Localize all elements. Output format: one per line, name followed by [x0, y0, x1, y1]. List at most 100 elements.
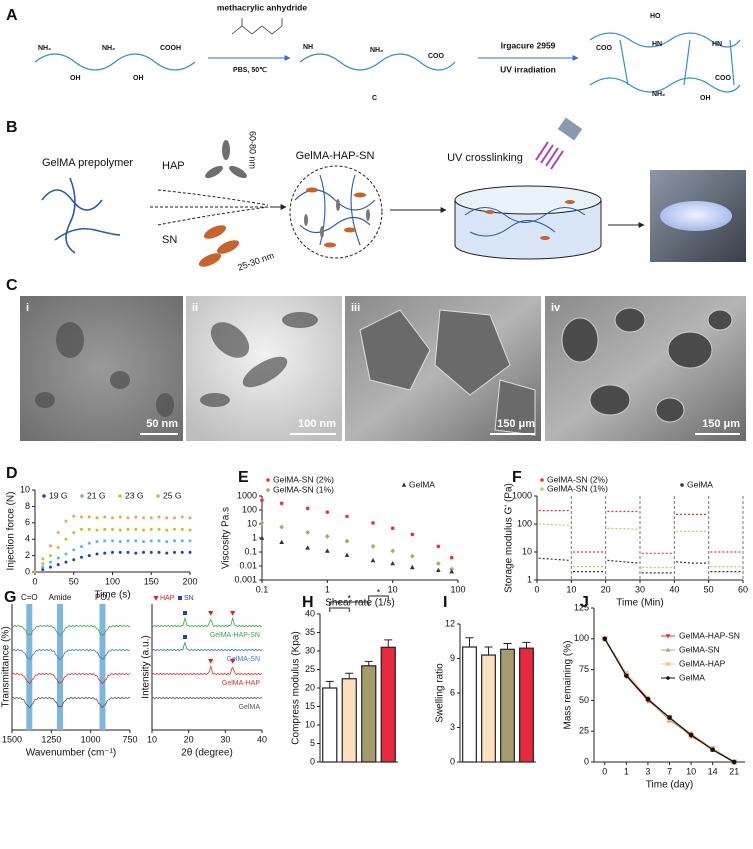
- y-tick-label: 100: [242, 504, 257, 514]
- point: [371, 521, 375, 525]
- point: [118, 540, 122, 544]
- point: [188, 539, 192, 543]
- point: [344, 552, 350, 557]
- point: [602, 636, 608, 642]
- legend-label: GelMA-HAP-SN: [679, 630, 740, 640]
- point: [80, 527, 83, 531]
- chem-group: HN: [652, 41, 662, 48]
- chem-group: NH₂: [370, 47, 383, 54]
- point: [710, 747, 715, 752]
- y-tick-label: 0.01: [239, 560, 257, 570]
- point: [87, 515, 91, 519]
- trace-label: GelMA-SN: [227, 656, 260, 663]
- legend-label: GelMA-HAP: [679, 658, 726, 668]
- x-tick-label: 1250: [41, 734, 61, 744]
- point: [118, 528, 122, 532]
- scale-label: 150 μm: [702, 418, 740, 430]
- x-tick-label: 20: [601, 584, 611, 594]
- error-bar: [503, 643, 512, 650]
- point: [173, 550, 176, 554]
- y-tick-label: 50: [579, 695, 589, 705]
- legend-marker: [665, 634, 671, 639]
- panel-label: F: [512, 469, 522, 486]
- point: [33, 570, 37, 574]
- x-tick-label: 3: [645, 766, 650, 776]
- x-tick-label: 10: [388, 584, 398, 594]
- legend-label: GelMA-SN (2%): [273, 474, 334, 484]
- legend-label: HAP: [160, 595, 175, 602]
- series-line: [538, 557, 742, 574]
- initiator: Irgacure 2959: [501, 40, 556, 50]
- x-tick-label: 1000: [81, 734, 101, 744]
- point: [41, 557, 45, 561]
- point: [103, 515, 107, 519]
- x-tick-label: 60: [738, 584, 748, 594]
- band: [99, 604, 106, 730]
- anhydride-structure: [231, 18, 283, 35]
- legend-label: SN: [184, 595, 194, 602]
- band-label: PO₄: [95, 593, 110, 602]
- sn-size: 25-30 nm: [236, 250, 275, 272]
- y-tick-label: 6: [450, 687, 455, 697]
- point: [56, 531, 60, 535]
- trace-label: GelMA-HAP-SN: [210, 632, 260, 639]
- point: [56, 556, 60, 560]
- point: [126, 527, 130, 531]
- trace-label: GelMA-HAP: [222, 680, 260, 687]
- legend-label: GelMA-SN (1%): [547, 483, 608, 493]
- x-tick-label: 1500: [2, 734, 22, 744]
- point: [49, 554, 52, 558]
- hap-size: 60-80 nm: [248, 131, 258, 169]
- x-tick-label: 50: [704, 584, 714, 594]
- panel-label: G: [4, 589, 16, 606]
- y-tick-label: 8: [25, 501, 30, 511]
- point: [688, 732, 694, 738]
- y-tick-label: 25: [305, 664, 315, 674]
- point: [95, 552, 99, 556]
- spectrum-trace: [11, 624, 131, 637]
- point: [188, 550, 192, 554]
- legend-label: GelMA-SN: [679, 644, 720, 654]
- point: [325, 548, 330, 553]
- point: [305, 506, 310, 511]
- point: [49, 544, 52, 548]
- legend-marker: [153, 596, 159, 601]
- point: [87, 541, 91, 545]
- y-axis-title: Injection force (N): [6, 492, 17, 571]
- significance-bracket: [329, 607, 350, 612]
- point: [165, 528, 169, 532]
- point: [56, 563, 60, 567]
- point: [449, 569, 454, 574]
- point: [180, 550, 184, 554]
- point: [118, 550, 122, 554]
- crosslinking-label: UV crosslinking: [447, 152, 523, 164]
- y-tick-label: 10: [247, 518, 257, 528]
- point: [624, 670, 629, 676]
- uv-lamp: [535, 117, 583, 170]
- bar: [462, 646, 477, 763]
- y-tick-label: 0: [310, 756, 315, 766]
- error-bar: [345, 672, 354, 679]
- point: [72, 514, 76, 518]
- x-axis-title: Shear rate (1/s): [325, 598, 394, 609]
- point: [87, 527, 91, 531]
- bar: [341, 678, 357, 763]
- legend-label: 21 G: [87, 490, 105, 500]
- x-tick-label: 30: [220, 734, 230, 744]
- point: [188, 528, 192, 532]
- point: [95, 540, 99, 544]
- chem-group: OH: [70, 75, 81, 82]
- texture: [200, 312, 318, 407]
- legend-marker: [42, 494, 46, 498]
- point: [41, 568, 45, 572]
- bar: [481, 654, 496, 763]
- image-label: iii: [351, 302, 360, 314]
- composite-particles: [304, 187, 370, 248]
- point: [305, 545, 310, 550]
- y-tick-label: 0: [25, 566, 30, 576]
- legend-label: 25 G: [163, 490, 181, 500]
- point: [436, 561, 441, 567]
- point: [118, 515, 122, 519]
- texture: [35, 322, 174, 417]
- spectrum-trace: [151, 696, 263, 700]
